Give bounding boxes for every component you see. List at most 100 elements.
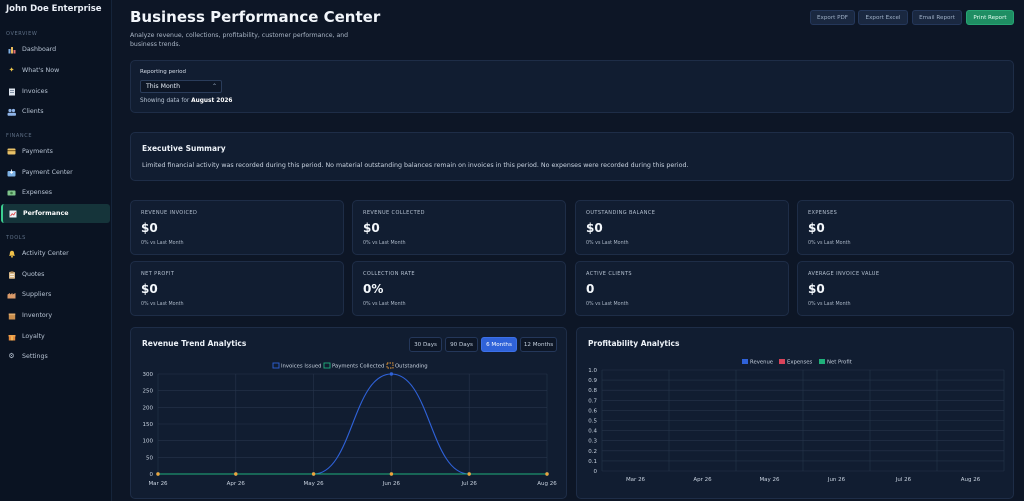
section-label-finance: FINANCE bbox=[6, 133, 33, 139]
kpi-value: 0 bbox=[586, 282, 595, 296]
export-excel-button[interactable]: Export Excel bbox=[858, 10, 908, 25]
sidebar-item-label: Payments bbox=[22, 148, 53, 155]
revenue-trend-card: Revenue Trend Analytics 30 Days 90 Days … bbox=[130, 327, 567, 499]
kpi-change: 0% vs Last Month bbox=[808, 241, 851, 246]
y-tick-label: 0.5 bbox=[588, 419, 597, 425]
y-tick-label: 0.7 bbox=[588, 398, 597, 404]
sidebar-item-loyalty[interactable]: Loyalty bbox=[1, 327, 110, 346]
range-12-months-button[interactable]: 12 Months bbox=[520, 337, 557, 352]
box-icon bbox=[7, 311, 16, 320]
sparkle-icon: ✦ bbox=[8, 66, 15, 74]
kpi-label: REVENUE INVOICED bbox=[141, 210, 198, 216]
legend-swatch bbox=[779, 359, 785, 364]
kpi-card-active-clients: ACTIVE CLIENTS 0 0% vs Last Month bbox=[575, 261, 789, 316]
kpi-card-net-profit: NET PROFIT $0 0% vs Last Month bbox=[130, 261, 344, 316]
profitability-chart: 0 0.1 0.2 0.3 0.4 0.5 0.6 0.7 0.8 0.9 1.0 Mar 26 Apr… bbox=[588, 359, 1005, 483]
x-tick-label: Apr 26 bbox=[227, 481, 246, 487]
bell-icon bbox=[7, 249, 16, 258]
reporting-period-select[interactable]: This Month ⌃ bbox=[140, 80, 222, 93]
sidebar-item-payment-center[interactable]: Payment Center bbox=[1, 163, 110, 182]
y-tick-label: 0.2 bbox=[588, 449, 597, 455]
gear-icon: ⚙ bbox=[8, 352, 15, 360]
sidebar-item-payments[interactable]: Payments bbox=[1, 142, 110, 161]
sidebar-item-clients[interactable]: Clients bbox=[1, 102, 110, 121]
sidebar-item-invoices[interactable]: Invoices bbox=[1, 82, 110, 101]
kpi-change: 0% vs Last Month bbox=[363, 302, 406, 307]
kpi-card-outstanding-balance: OUTSTANDING BALANCE $0 0% vs Last Month bbox=[575, 200, 789, 255]
export-pdf-button[interactable]: Export PDF bbox=[810, 10, 855, 25]
sidebar-item-quotes[interactable]: Quotes bbox=[1, 265, 110, 284]
email-report-button[interactable]: Email Report bbox=[912, 10, 962, 25]
y-tick-label: 0.4 bbox=[588, 429, 597, 435]
range-6-months-button[interactable]: 6 Months bbox=[481, 337, 517, 352]
reporting-period-label: Reporting period bbox=[140, 69, 187, 75]
sidebar-item-performance[interactable]: Performance bbox=[1, 204, 110, 223]
revenue-trend-chart: 0 50 100 150 200 250 300 Mar 26 Apr 26 May 26 Jun … bbox=[143, 362, 557, 487]
gift-icon bbox=[7, 332, 16, 341]
sidebar-item-activity-center[interactable]: Activity Center bbox=[1, 244, 110, 263]
showing-data-period: August 2026 bbox=[191, 98, 233, 104]
y-tick-label: 0.3 bbox=[588, 439, 597, 445]
sidebar-item-whats-now[interactable]: ✦ What's Now bbox=[1, 61, 110, 80]
x-tick-label: Jun 26 bbox=[382, 481, 401, 487]
sidebar-item-label: Payment Center bbox=[22, 169, 73, 176]
data-point bbox=[389, 372, 394, 376]
sidebar-item-settings[interactable]: ⚙ Settings bbox=[1, 347, 110, 366]
kpi-value: $0 bbox=[141, 282, 158, 296]
card-icon bbox=[7, 147, 16, 156]
kpi-card-expenses: EXPENSES $0 0% vs Last Month bbox=[797, 200, 1014, 255]
legend-label: Invoices Issued bbox=[281, 364, 321, 370]
range-90-days-button[interactable]: 90 Days bbox=[445, 337, 478, 352]
y-tick-label: 200 bbox=[143, 405, 154, 411]
y-tick-label: 1.0 bbox=[588, 368, 597, 374]
y-tick-label: 150 bbox=[143, 422, 154, 428]
data-point bbox=[156, 472, 160, 476]
legend-swatch bbox=[323, 362, 331, 369]
sidebar-item-expenses[interactable]: Expenses bbox=[1, 183, 110, 202]
sidebar-item-label: What's Now bbox=[22, 67, 60, 74]
sidebar-item-dashboard[interactable]: Dashboard bbox=[1, 40, 110, 59]
section-label-overview: OVERVIEW bbox=[6, 31, 38, 37]
executive-summary-card: Executive Summary Limited financial acti… bbox=[130, 132, 1014, 181]
data-point bbox=[311, 472, 316, 476]
clipboard-icon bbox=[7, 270, 16, 279]
factory-icon bbox=[7, 290, 16, 299]
range-30-days-button[interactable]: 30 Days bbox=[409, 337, 442, 352]
data-point bbox=[389, 472, 394, 476]
kpi-label: REVENUE COLLECTED bbox=[363, 210, 425, 216]
y-tick-label: 0 bbox=[594, 469, 598, 475]
executive-summary-text: Limited financial activity was recorded … bbox=[142, 162, 689, 169]
kpi-label: OUTSTANDING BALANCE bbox=[586, 210, 656, 216]
brand-name: John Doe Enterprise bbox=[6, 4, 102, 14]
y-tick-label: 0 bbox=[150, 472, 154, 478]
kpi-value: $0 bbox=[141, 221, 158, 235]
revenue-trend-title: Revenue Trend Analytics bbox=[142, 339, 247, 348]
legend-label: Net Profit bbox=[827, 360, 852, 366]
kpi-card-revenue-invoiced: REVENUE INVOICED $0 0% vs Last Month bbox=[130, 200, 344, 255]
kpi-label: NET PROFIT bbox=[141, 271, 175, 277]
sidebar-item-label: Quotes bbox=[22, 271, 45, 278]
kpi-label: EXPENSES bbox=[808, 210, 838, 216]
data-point bbox=[545, 472, 549, 476]
kpi-label: COLLECTION RATE bbox=[363, 271, 415, 277]
kpi-value: $0 bbox=[363, 221, 380, 235]
legend-swatch bbox=[386, 362, 394, 369]
kpi-value: $0 bbox=[586, 221, 603, 235]
x-tick-label: Mar 26 bbox=[148, 481, 168, 487]
legend-swatch bbox=[272, 362, 280, 369]
x-tick-label: Jun 26 bbox=[827, 477, 846, 483]
kpi-change: 0% vs Last Month bbox=[141, 241, 184, 246]
kpi-label: AVERAGE INVOICE VALUE bbox=[808, 271, 880, 277]
legend-label: Expenses bbox=[787, 360, 812, 366]
chevron-down-icon: ⌃ bbox=[211, 83, 217, 90]
x-tick-label: May 26 bbox=[759, 477, 780, 483]
showing-data-text: Showing data for August 2026 bbox=[140, 98, 233, 104]
x-tick-label: Aug 26 bbox=[961, 477, 981, 483]
sidebar-item-suppliers[interactable]: Suppliers bbox=[1, 285, 110, 304]
reporting-period-value: This Month bbox=[146, 83, 181, 90]
print-report-button[interactable]: Print Report bbox=[966, 10, 1014, 25]
page-description: Analyze revenue, collections, profitabil… bbox=[130, 32, 349, 48]
x-tick-label: Jul 26 bbox=[461, 481, 478, 487]
sidebar-item-inventory[interactable]: Inventory bbox=[1, 306, 110, 325]
y-tick-label: 0.9 bbox=[588, 378, 597, 384]
